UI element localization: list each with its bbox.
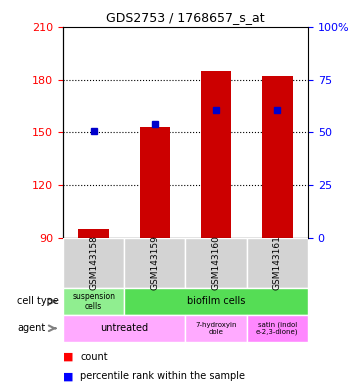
Text: GSM143158: GSM143158 [89, 236, 98, 290]
Text: count: count [80, 352, 108, 362]
FancyBboxPatch shape [247, 315, 308, 342]
Bar [201, 71, 231, 238]
Text: untreated: untreated [100, 323, 148, 333]
Text: cell type: cell type [18, 296, 60, 306]
Bar [78, 229, 109, 238]
Text: ■: ■ [63, 352, 74, 362]
FancyBboxPatch shape [124, 238, 186, 288]
Text: percentile rank within the sample: percentile rank within the sample [80, 371, 245, 381]
FancyBboxPatch shape [186, 238, 247, 288]
Text: satin (indol
e-2,3-dione): satin (indol e-2,3-dione) [256, 321, 299, 335]
FancyBboxPatch shape [63, 238, 124, 288]
Text: GSM143159: GSM143159 [150, 236, 159, 290]
Text: agent: agent [18, 323, 46, 333]
FancyBboxPatch shape [63, 315, 186, 342]
FancyBboxPatch shape [247, 238, 308, 288]
Text: ■: ■ [63, 371, 74, 381]
FancyBboxPatch shape [124, 288, 308, 315]
Text: GSM143161: GSM143161 [273, 236, 282, 290]
Bar [262, 76, 293, 238]
Text: suspension
cells: suspension cells [72, 292, 115, 311]
Title: GDS2753 / 1768657_s_at: GDS2753 / 1768657_s_at [106, 11, 265, 24]
Text: GSM143160: GSM143160 [212, 236, 220, 290]
Text: biofilm cells: biofilm cells [187, 296, 245, 306]
FancyBboxPatch shape [63, 288, 124, 315]
FancyBboxPatch shape [186, 315, 247, 342]
Bar [140, 127, 170, 238]
Text: 7-hydroxyin
dole: 7-hydroxyin dole [195, 322, 237, 335]
